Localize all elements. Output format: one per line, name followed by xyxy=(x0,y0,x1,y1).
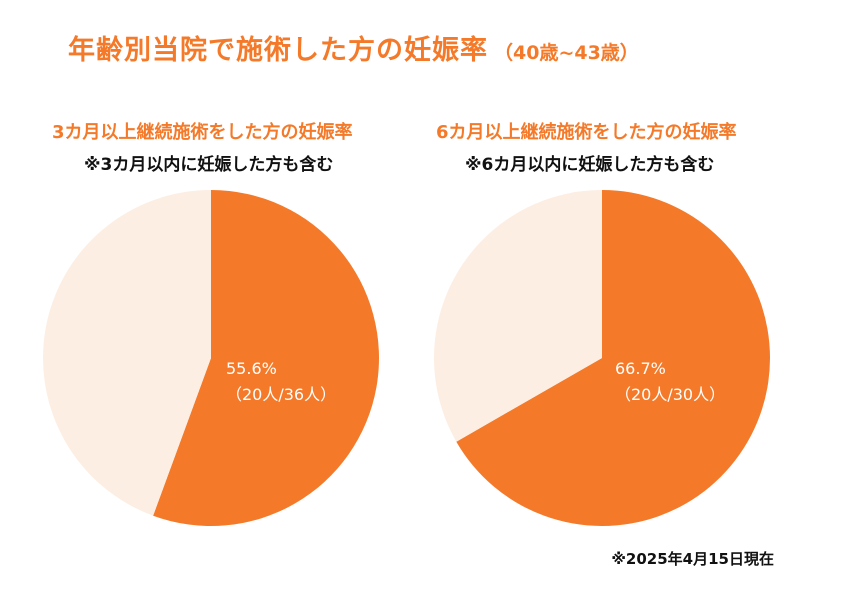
as-of-date-note: ※2025年4月15日現在 xyxy=(611,550,774,568)
chart-1-count-label: （20人/36人） xyxy=(226,385,337,404)
page-title: 年齢別当院で施術した方の妊娠率 （40歳~43歳） xyxy=(68,28,639,67)
chart-1-percent-label: 55.6% xyxy=(226,359,277,378)
pie-slice-remainder xyxy=(43,189,211,516)
pie-slice-pregnant xyxy=(456,190,770,526)
title-main: 年齢別当院で施術した方の妊娠率 xyxy=(68,35,488,66)
pie-slice-remainder xyxy=(434,190,602,442)
chart-2-note: ※6カ月以内に妊娠した方も含む xyxy=(465,155,715,175)
pie-slice-pregnant xyxy=(153,190,379,526)
chart-1-title: 3カ月以上継続施術をした方の妊娠率 xyxy=(52,122,353,143)
title-age-range: （40歳~43歳） xyxy=(494,42,639,64)
chart-1-note: ※3カ月以内に妊娠した方も含む xyxy=(84,155,334,175)
chart-1-slice-label: 55.6% （20人/36人） xyxy=(226,356,336,408)
pie-chart-6-months xyxy=(432,188,772,528)
chart-2-slice-label: 66.7% （20人/30人） xyxy=(615,356,725,408)
chart-2-percent-label: 66.7% xyxy=(615,359,666,378)
pie-chart-3-months xyxy=(41,188,381,528)
chart-2-count-label: （20人/30人） xyxy=(615,385,726,404)
chart-2-title: 6カ月以上継続施術をした方の妊娠率 xyxy=(436,122,737,143)
